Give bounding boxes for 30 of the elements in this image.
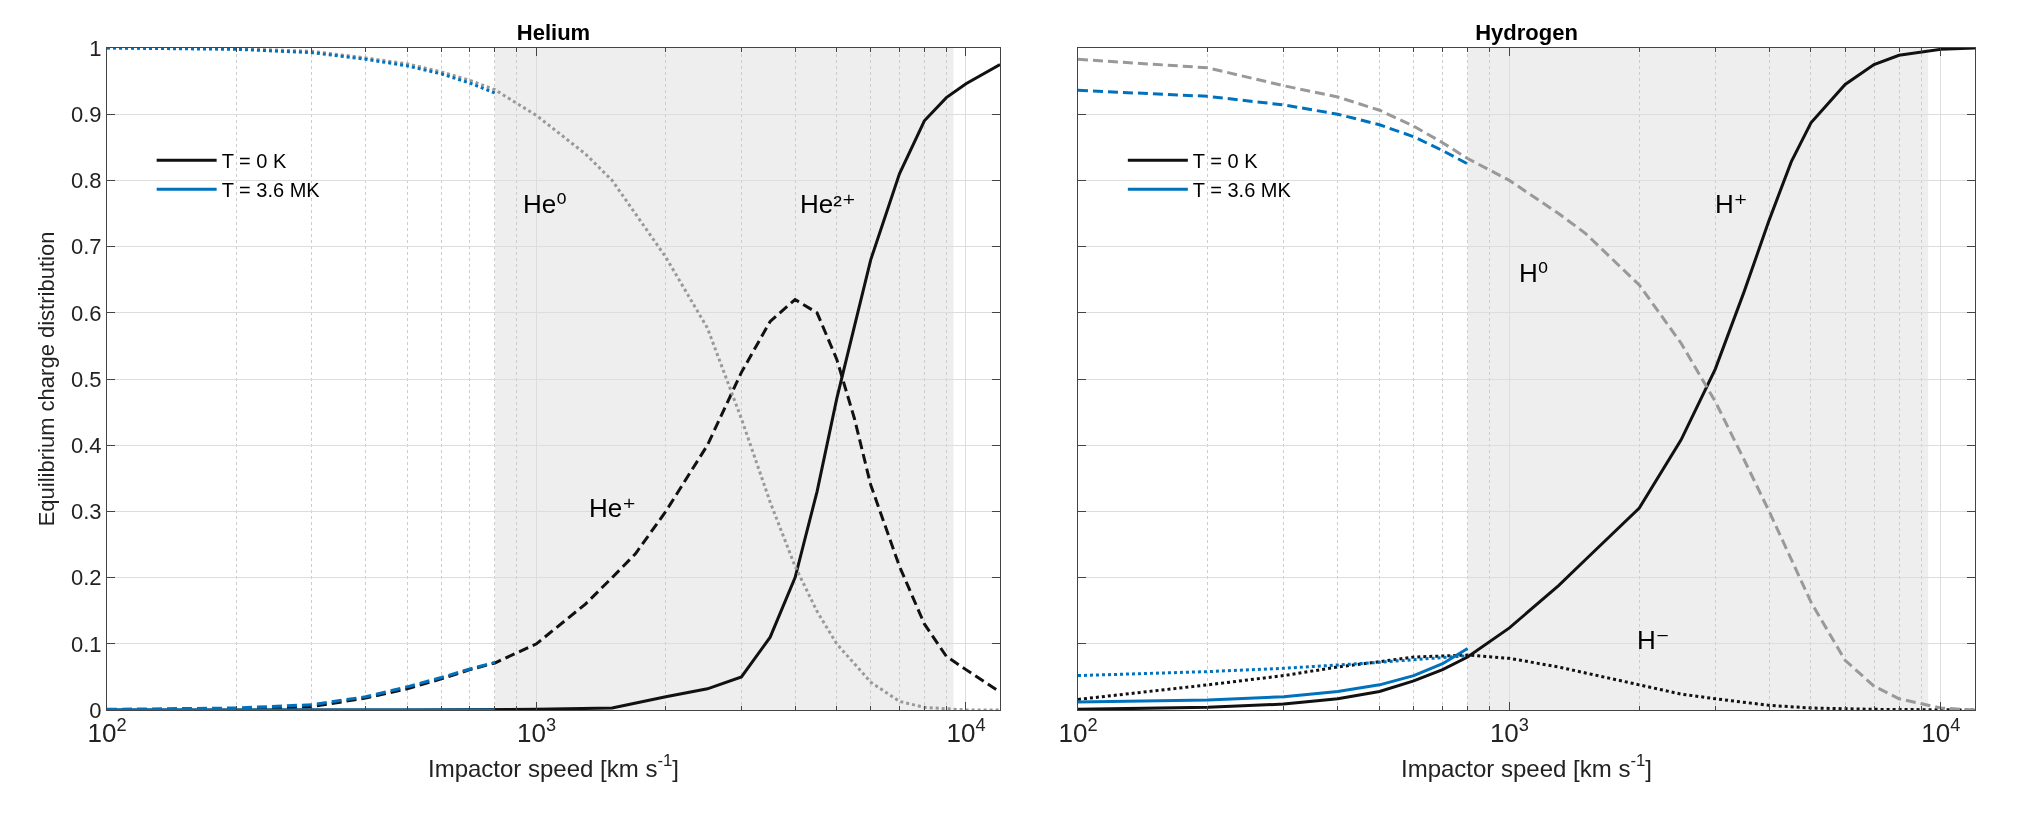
- y-tick-label: 1: [89, 35, 102, 61]
- y-tick-label: 0.7: [71, 234, 102, 260]
- y-axis-title: Equilibrium charge distribution: [33, 231, 59, 527]
- y-tick-label: 0.8: [71, 168, 102, 194]
- legend-label: T = 3.6 MK: [221, 178, 321, 201]
- annotation: He⁺: [589, 493, 636, 523]
- chart-title: Hydrogen: [1475, 20, 1578, 45]
- y-tick-label: 0.2: [71, 565, 102, 591]
- x-axis-title: Impactor speed [km s$^{-1}$]: [1400, 751, 1653, 782]
- annotation: He²⁺: [800, 189, 856, 219]
- y-tick-label: 0.1: [71, 631, 102, 657]
- legend-label: T = 0 K: [221, 149, 287, 172]
- y-tick-label: 0.5: [71, 366, 102, 392]
- y-tick-label: 0.6: [71, 300, 102, 326]
- x-tick-label: 10$^{4}$: [946, 715, 986, 749]
- y-tick-label: 0.9: [71, 101, 102, 127]
- y-tick-label: 0.4: [71, 432, 102, 458]
- y-tick-label: 0.3: [71, 499, 102, 525]
- x-axis-title: Impactor speed [km s$^{-1}$]: [427, 751, 680, 782]
- x-tick-label: 10$^{4}$: [1921, 715, 1961, 749]
- x-tick-label: 10$^{3}$: [1489, 715, 1529, 749]
- chart-title: Helium: [516, 20, 591, 45]
- legend-label: T = 0 K: [1192, 149, 1259, 172]
- annotation: H⁺: [1715, 189, 1748, 219]
- annotation: H⁻: [1637, 625, 1670, 655]
- x-tick-label: 10$^{2}$: [1058, 715, 1098, 749]
- x-tick-label: 10$^{3}$: [516, 715, 557, 749]
- annotation: H⁰: [1519, 258, 1549, 288]
- annotation: He⁰: [523, 189, 567, 219]
- legend-label: T = 3.6 MK: [1192, 178, 1292, 201]
